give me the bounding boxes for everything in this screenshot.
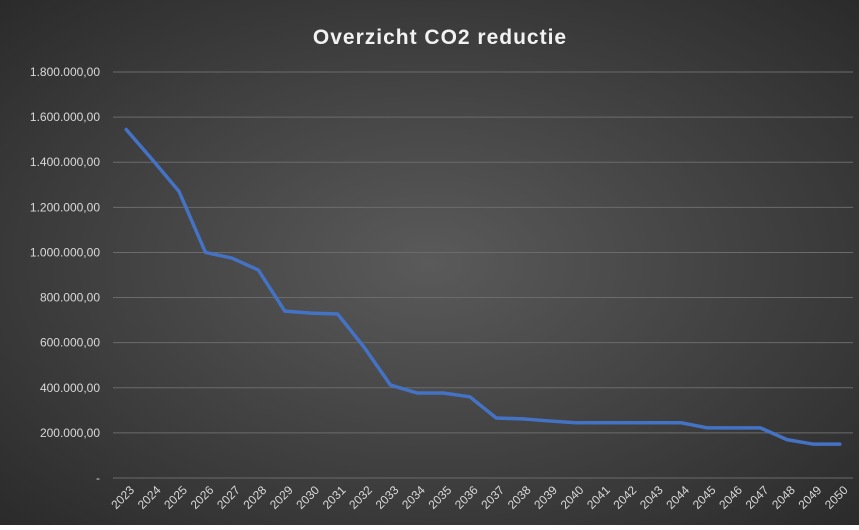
data-line [124, 127, 842, 446]
y-tick-label: 1.200.000,00 [30, 200, 100, 214]
y-tick-label: 1.800.000,00 [30, 65, 100, 79]
y-tick-label: 1.400.000,00 [30, 155, 100, 169]
y-tick-label: - [96, 471, 100, 485]
y-tick-label: 400.000,00 [40, 381, 100, 395]
y-tick-label: 800.000,00 [40, 291, 100, 305]
y-tick-label: 200.000,00 [40, 426, 100, 440]
y-tick-label: 1.000.000,00 [30, 245, 100, 259]
y-tick-label: 1.600.000,00 [30, 110, 100, 124]
chart-title: Overzicht CO2 reductie [313, 26, 567, 49]
y-tick-label: 600.000,00 [40, 336, 100, 350]
